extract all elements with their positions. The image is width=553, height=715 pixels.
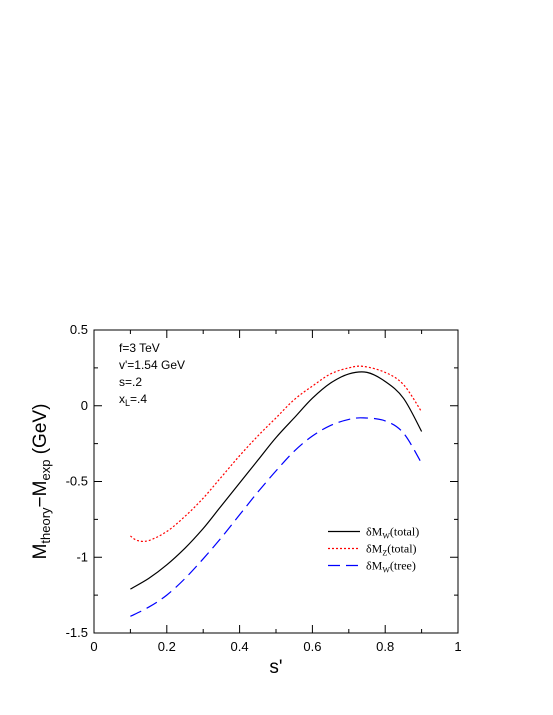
legend-label-dmw-total: δMW(total): [366, 524, 419, 540]
x-tick-label: 0.4: [231, 639, 249, 654]
annotation-f: f=3 TeV: [119, 341, 160, 355]
series-line-dmw-total: [130, 371, 423, 590]
annotation-s: s=.2: [119, 375, 142, 389]
legend: δMW(total) δMZ(total) δMW(tree): [328, 524, 419, 574]
annotation-xl-sub: L: [125, 398, 130, 408]
series-line-dmw-tree: [130, 417, 423, 617]
y-axis-title-unit: (GeV): [30, 404, 51, 460]
x-tick-label: 1: [454, 639, 461, 654]
series-layer: [130, 365, 423, 617]
x-tick-label: 0: [90, 639, 97, 654]
axis-ticks: [93, 329, 459, 634]
y-tick-label: -0.5: [66, 474, 88, 489]
y-axis-title-minus-m: −M: [30, 481, 51, 508]
tick-labels: 0 0.2 0.4 0.6 0.8 1 0.5 0 -0.5 -1 -1.5: [66, 322, 462, 654]
annotation-xl-base: x: [119, 392, 125, 406]
y-axis-title-sub2: exp: [38, 460, 53, 481]
y-axis-title-sub1: theory: [38, 507, 53, 544]
y-tick-label: 0.5: [70, 322, 88, 337]
y-tick-label: -1.5: [66, 625, 88, 640]
series-line-dmz-total: [130, 365, 423, 543]
x-axis-title: s': [269, 657, 282, 678]
annotation-vprime: v'=1.54 GeV: [119, 358, 185, 372]
x-tick-label: 0.6: [303, 639, 321, 654]
y-axis-title: Mtheory−Mexp (GeV): [30, 404, 53, 560]
annotation-xl: xL=.4: [119, 392, 147, 408]
legend-label-dmz-total: δMZ(total): [366, 541, 417, 557]
annotation-xl-rest: =.4: [130, 392, 147, 406]
x-tick-label: 0.8: [376, 639, 394, 654]
x-tick-label: 0.2: [158, 639, 176, 654]
legend-label-dmw-tree: δMW(tree): [366, 558, 416, 574]
plot-frame: [93, 329, 459, 634]
y-tick-label: 0: [81, 398, 88, 413]
y-axis-title-main: M: [30, 544, 51, 560]
parameter-annotations: f=3 TeV v'=1.54 GeV s=.2 xL=.4: [119, 341, 185, 408]
y-tick-label: -1: [76, 549, 88, 564]
